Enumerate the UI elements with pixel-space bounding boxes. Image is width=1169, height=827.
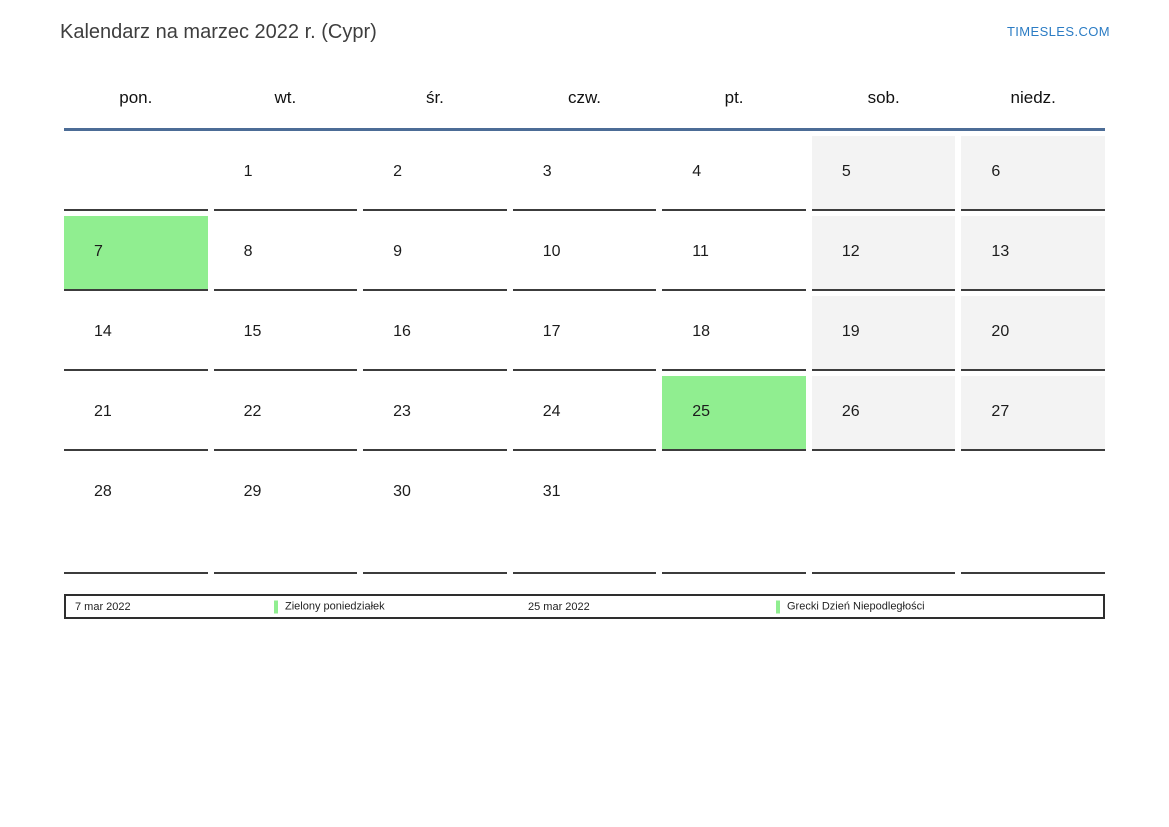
day-cell-9: 9 — [363, 216, 507, 291]
holiday-color-swatch — [274, 600, 278, 613]
weekday-header-thu: czw. — [567, 88, 602, 107]
day-cell-11: 11 — [662, 216, 806, 291]
day-cell-empty — [961, 456, 1105, 574]
day-cell-12: 12 — [811, 216, 956, 291]
day-cell-4: 4 — [662, 136, 806, 211]
weekday-header-sun: niedz. — [1010, 88, 1056, 107]
day-cell-empty — [662, 456, 806, 574]
day-cell-10: 10 — [512, 216, 657, 291]
day-cell-6: 6 — [961, 136, 1105, 211]
day-cell-26: 26 — [811, 376, 956, 451]
calendar: pon. wt. śr. czw. pt. sob. niedz. 1 2 3 … — [64, 86, 1105, 574]
legend-date-2: 25 mar 2022 — [528, 600, 590, 613]
day-cell-1: 1 — [213, 136, 358, 211]
weekday-header-tue: wt. — [274, 88, 297, 107]
day-cell-17: 17 — [512, 296, 657, 371]
legend-date-1: 7 mar 2022 — [75, 600, 131, 613]
day-cell-30: 30 — [363, 456, 507, 574]
weekday-header-fri: pt. — [724, 88, 744, 107]
day-cell-14: 14 — [64, 296, 208, 371]
day-cell-21: 21 — [64, 376, 208, 451]
day-cell-empty — [811, 456, 956, 574]
day-cell-empty — [64, 136, 208, 211]
legend-entry-2: Grecki Dzień Niepodległości — [776, 600, 925, 613]
day-cell-7-holiday: 7 — [64, 216, 208, 291]
day-cell-23: 23 — [363, 376, 507, 451]
day-cell-15: 15 — [213, 296, 358, 371]
day-cell-8: 8 — [213, 216, 358, 291]
day-cell-24: 24 — [512, 376, 657, 451]
day-cell-19: 19 — [811, 296, 956, 371]
holiday-color-swatch — [776, 600, 780, 613]
holiday-legend: 7 mar 2022 Zielony poniedziałek 25 mar 2… — [64, 594, 1105, 619]
header-underline — [64, 128, 1105, 131]
day-cell-20: 20 — [961, 296, 1105, 371]
legend-name-1: Zielony poniedziałek — [285, 600, 385, 613]
day-cell-22: 22 — [213, 376, 358, 451]
day-cell-28: 28 — [64, 456, 208, 574]
weekday-header-wed: śr. — [425, 88, 444, 107]
day-cell-16: 16 — [363, 296, 507, 371]
weekday-header-row: pon. wt. śr. czw. pt. sob. niedz. — [64, 86, 1105, 110]
day-cell-13: 13 — [961, 216, 1105, 291]
calendar-grid: 1 2 3 4 5 6 7 8 9 10 11 12 13 14 15 16 1… — [64, 136, 1105, 574]
day-cell-27: 27 — [961, 376, 1105, 451]
page-title: Kalendarz na marzec 2022 r. (Cypr) — [60, 21, 377, 43]
legend-entry-1: Zielony poniedziałek — [274, 600, 385, 613]
day-cell-31: 31 — [512, 456, 657, 574]
day-cell-5: 5 — [811, 136, 956, 211]
weekday-header-sat: sob. — [867, 88, 900, 107]
day-cell-29: 29 — [213, 456, 358, 574]
brand-link[interactable]: TIMESLES.COM — [1006, 24, 1110, 39]
day-cell-25-holiday: 25 — [662, 376, 806, 451]
day-cell-18: 18 — [662, 296, 806, 371]
legend-name-2: Grecki Dzień Niepodległości — [787, 600, 925, 613]
day-cell-2: 2 — [363, 136, 507, 211]
day-cell-3: 3 — [512, 136, 657, 211]
weekday-header-mon: pon. — [119, 88, 153, 107]
